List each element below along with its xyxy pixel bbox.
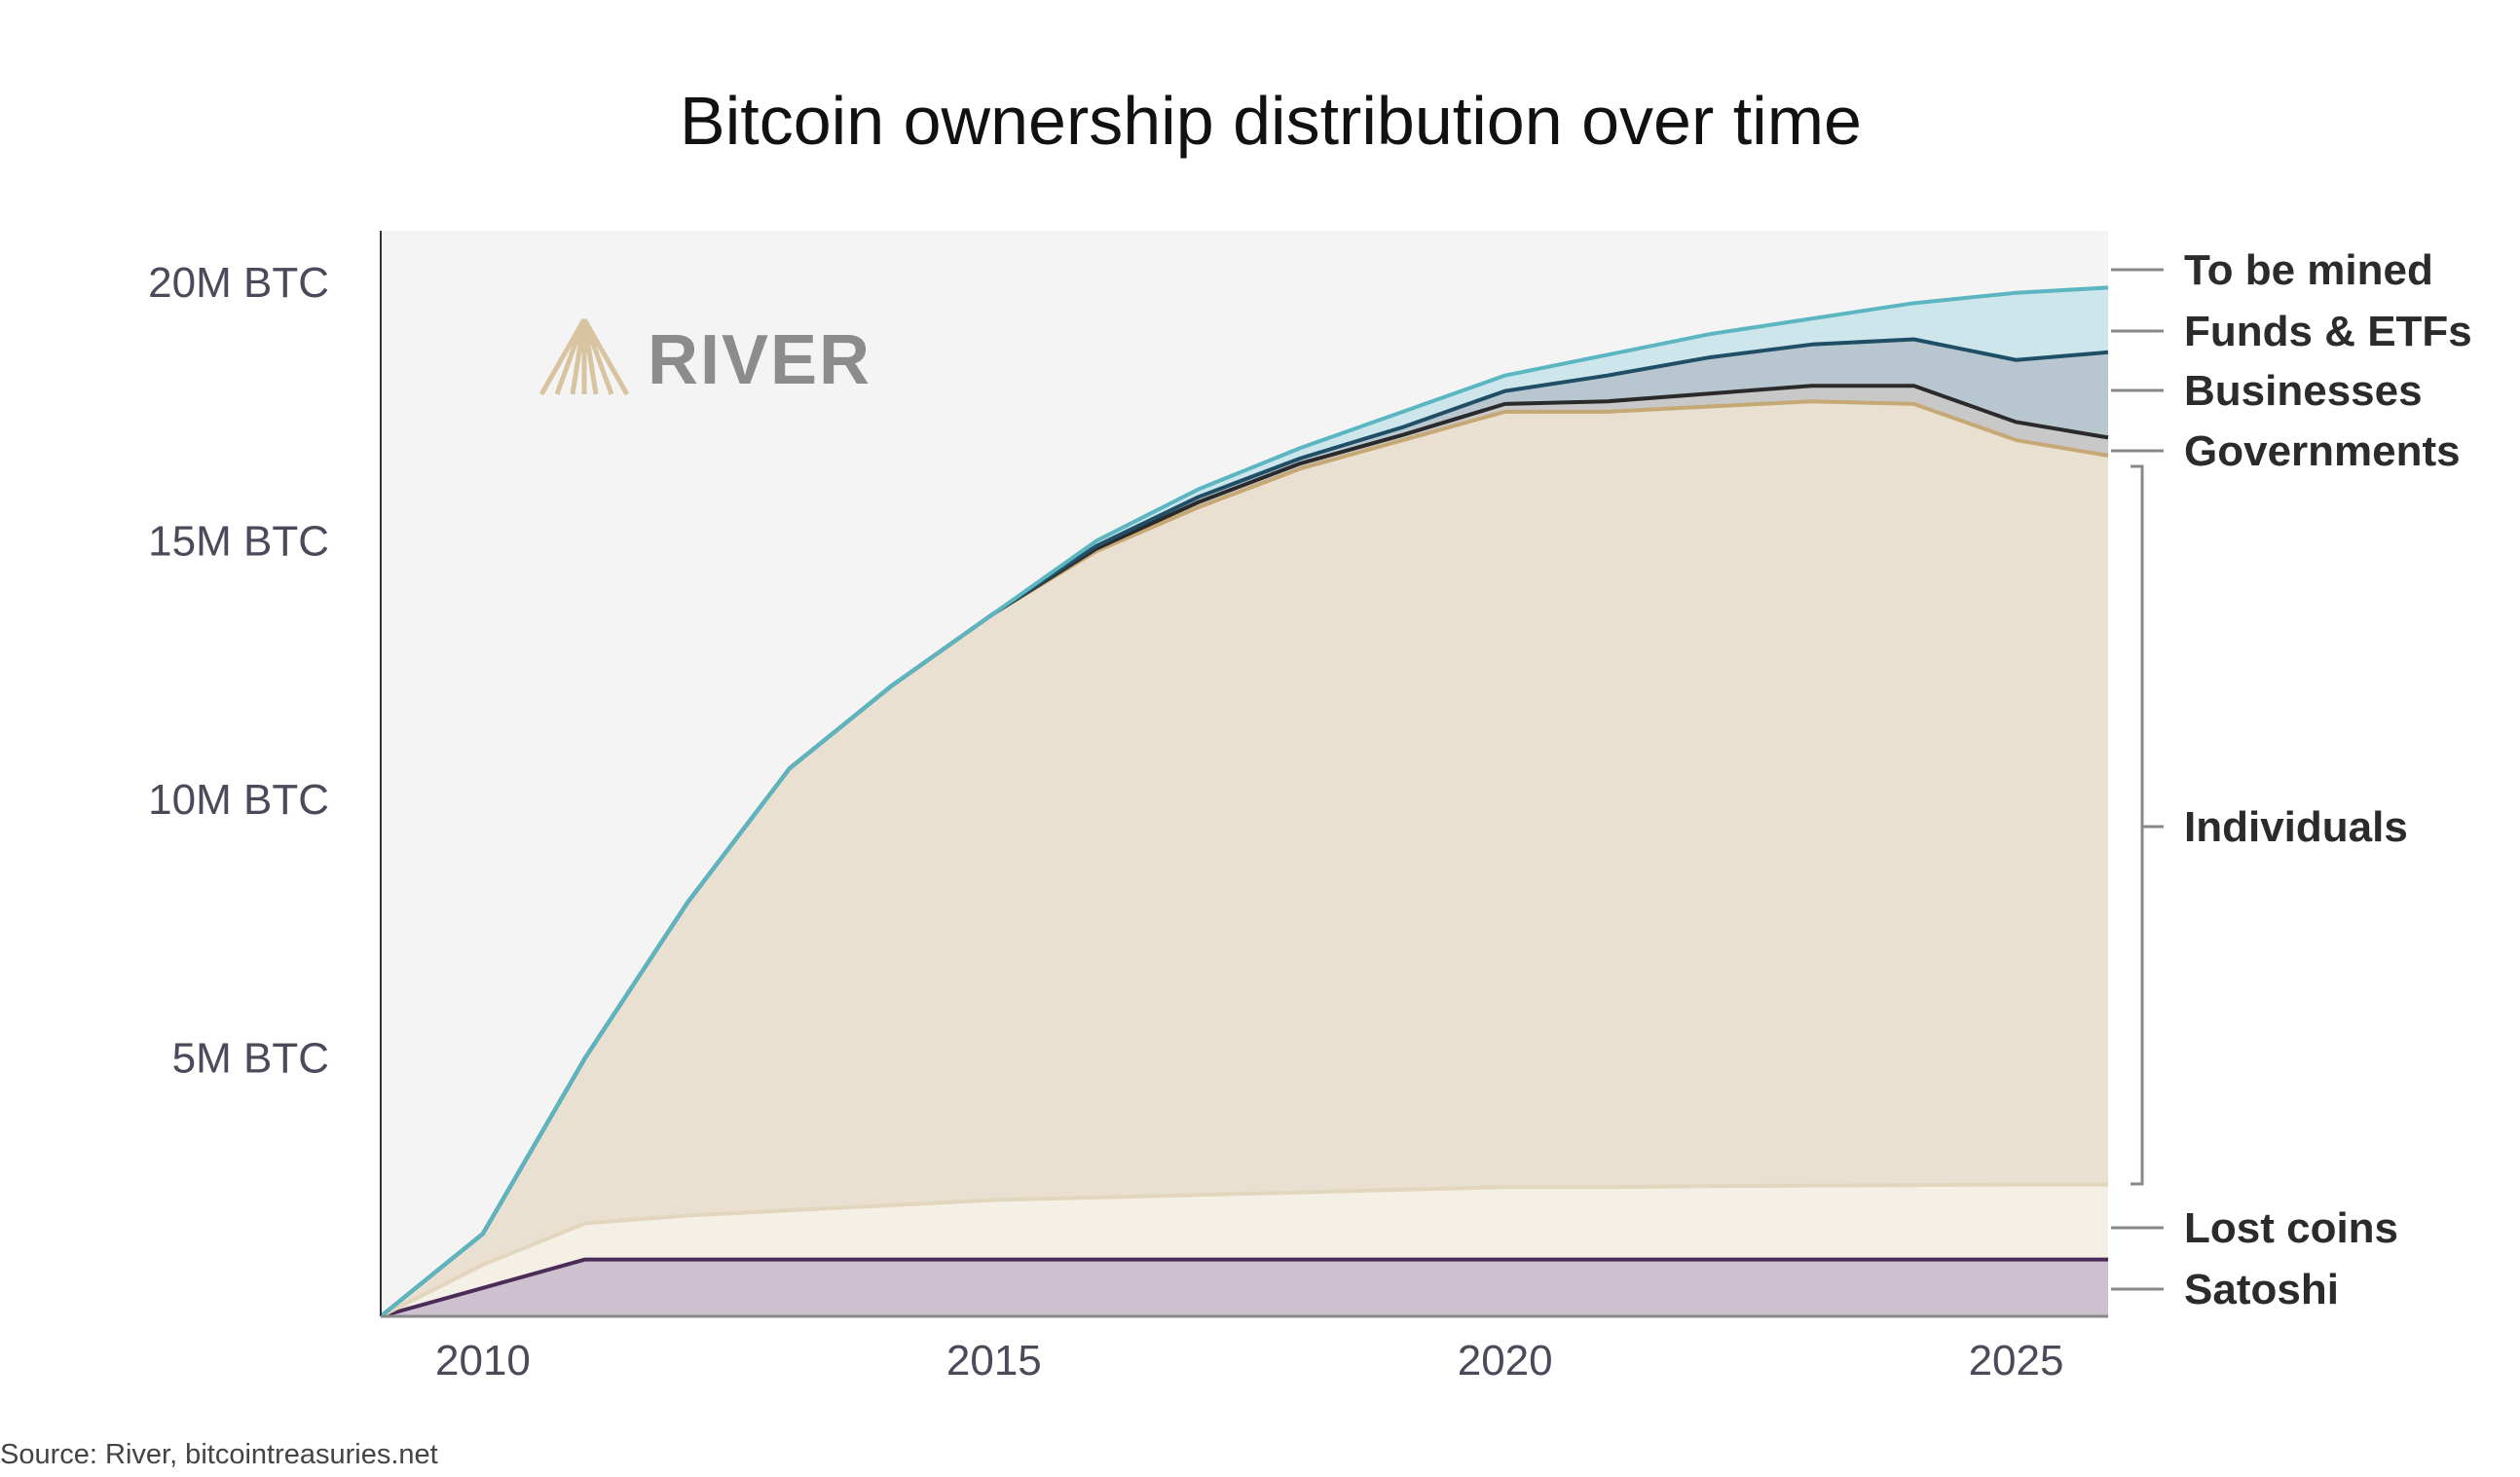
line-funds-etfs	[379, 285, 2109, 1318]
x-tick-label: 2025	[1969, 1337, 2064, 1385]
legend-label: Businesses	[2184, 367, 2423, 415]
area-individuals	[381, 401, 2108, 1316]
legend-item-lost-coins: Lost coins	[2111, 1204, 2398, 1252]
legend-label: Funds & ETFs	[2184, 308, 2472, 355]
legend-label: Lost coins	[2184, 1204, 2398, 1252]
line-lost-coins	[380, 1182, 2108, 1318]
x-tick-label: 2020	[1458, 1337, 1553, 1385]
y-tick-label: 10M BTC	[148, 776, 329, 824]
legend-label: Individuals	[2184, 803, 2408, 851]
y-tick-label: 20M BTC	[148, 259, 329, 307]
x-tick-label: 2015	[946, 1337, 1042, 1385]
legend-label: Governments	[2184, 427, 2461, 475]
chart-title: Bitcoin ownership distribution over time	[680, 83, 1862, 159]
area-lost-coins	[381, 1184, 2108, 1316]
river-logo: RIVER	[538, 317, 871, 399]
legend-item-governments: Governments	[2111, 427, 2461, 475]
legend-label: Satoshi	[2184, 1266, 2339, 1313]
x-tick-label: 2010	[435, 1337, 531, 1385]
y-tick-labels: 5M BTC 10M BTC 15M BTC 20M BTC	[148, 259, 329, 1082]
legend-item-to-be-mined: To be mined	[2111, 246, 2433, 294]
line-satoshi	[380, 1257, 2108, 1318]
source-note: Source: River, bitcointreasuries.net	[0, 1439, 438, 1470]
area-satoshi	[381, 1259, 2108, 1316]
legend-item-businesses: Businesses	[2111, 367, 2423, 415]
river-logo-mark	[538, 317, 630, 396]
stacked-areas	[379, 285, 2109, 1318]
x-tick-labels: 2010 2015 2020 2025	[435, 1337, 2063, 1385]
legend-label: To be mined	[2184, 246, 2433, 294]
river-logo-text: RIVER	[648, 321, 871, 399]
y-tick-label: 5M BTC	[172, 1035, 329, 1083]
legend-bracket	[2131, 464, 2164, 1186]
legend-item-funds-etfs: Funds & ETFs	[2111, 308, 2472, 355]
legend-item-individuals: Individuals	[2131, 464, 2408, 1186]
legend-item-satoshi: Satoshi	[2111, 1266, 2339, 1313]
legend: To be mined Funds & ETFs Businesses Governm…	[2111, 246, 2472, 1313]
y-tick-label: 15M BTC	[148, 518, 329, 566]
